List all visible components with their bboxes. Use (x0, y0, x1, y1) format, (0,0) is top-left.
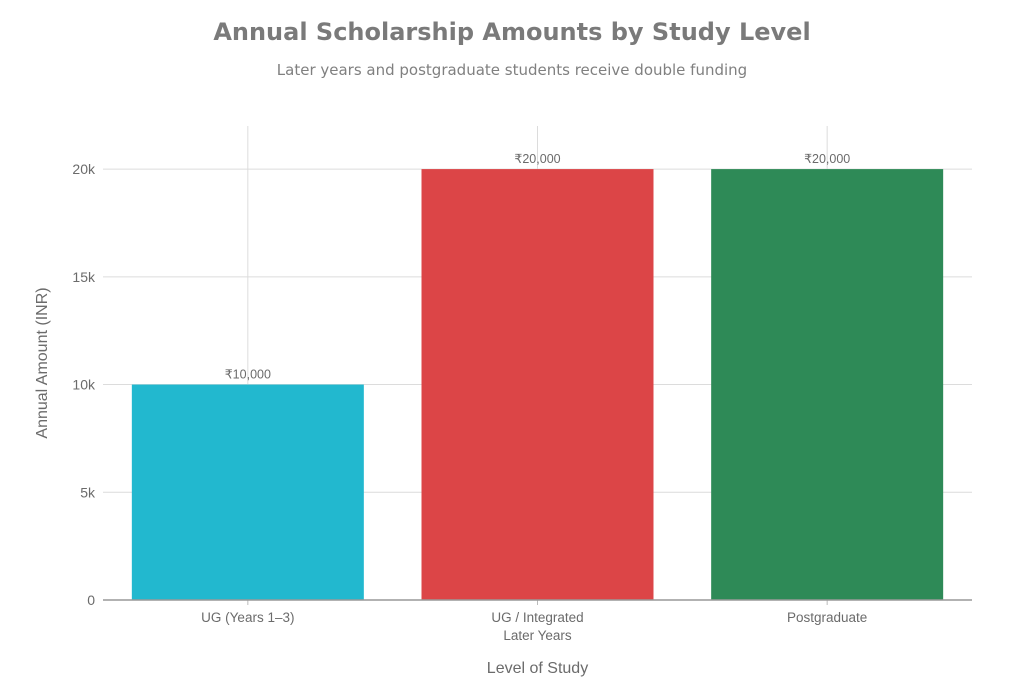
x-tick-label: UG / Integrated (491, 610, 583, 625)
y-tick-label: 20k (72, 161, 96, 177)
data-label: ₹10,000 (225, 368, 271, 382)
bar (131, 384, 364, 600)
y-tick-label: 10k (72, 377, 96, 393)
x-tick-label: UG (Years 1–3) (201, 610, 294, 625)
y-tick-label: 5k (80, 484, 96, 500)
y-tick-label: 0 (87, 592, 95, 608)
data-label: ₹20,000 (804, 152, 850, 166)
x-tick-label: Later Years (503, 628, 572, 643)
chart-subtitle: Later years and postgraduate students re… (276, 61, 748, 79)
bar (421, 169, 654, 600)
data-label: ₹20,000 (514, 152, 560, 166)
y-tick-label: 15k (72, 269, 96, 285)
y-axis-title: Annual Amount (INR) (34, 287, 51, 438)
x-axis-title: Level of Study (487, 660, 588, 677)
x-tick-label: Postgraduate (787, 610, 867, 625)
bar (711, 169, 944, 600)
chart-title: Annual Scholarship Amounts by Study Leve… (213, 18, 811, 46)
